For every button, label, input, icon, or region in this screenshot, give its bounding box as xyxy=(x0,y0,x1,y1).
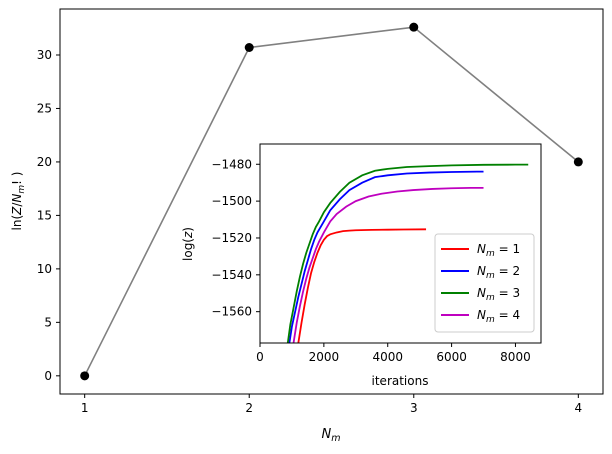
inset-series-line-3 xyxy=(286,163,529,343)
inset-y-tick-label: −1560 xyxy=(211,305,252,319)
main-y-tick-label: 15 xyxy=(37,208,52,222)
inset-series-line-2 xyxy=(288,170,484,343)
inset-x-tick-label: 2000 xyxy=(309,350,340,364)
main-chart: 1 2 3 4 0 5 10 15 20 25 30 Nm ln(Z/Nm! ) xyxy=(10,8,604,444)
inset-plot-frame xyxy=(259,143,542,344)
main-data-point xyxy=(573,157,583,167)
main-plot-frame xyxy=(59,8,604,395)
legend-label: Nm = 4 xyxy=(477,308,520,325)
inset-legend: Nm = 1 Nm = 2 Nm = 3 Nm = 4 xyxy=(434,233,535,333)
legend-label: Nm = 1 xyxy=(477,242,520,259)
main-y-axis-label: ln(Z/Nm! ) xyxy=(10,172,27,231)
main-data-point xyxy=(80,371,90,381)
main-x-tick-label: 3 xyxy=(410,401,418,415)
main-x-tick-label: 1 xyxy=(81,401,89,415)
main-x-axis-label: Nm xyxy=(322,427,341,444)
main-y-tick-label: 30 xyxy=(37,48,52,62)
inset-x-tick-label: 0 xyxy=(256,350,264,364)
inset-x-tick-label: 8000 xyxy=(500,350,531,364)
inset-y-tick-label: −1520 xyxy=(211,231,252,245)
inset-y-tick-label: −1480 xyxy=(211,157,252,171)
main-x-tick-label: 4 xyxy=(574,401,582,415)
main-y-tick-label: 10 xyxy=(37,262,52,276)
inset-y-tick-label: −1500 xyxy=(211,194,252,208)
legend-label: Nm = 2 xyxy=(477,264,520,281)
main-y-tick-label: 20 xyxy=(37,155,52,169)
legend-frame xyxy=(434,233,535,333)
main-data-point xyxy=(244,43,254,52)
inset-series-line-1 xyxy=(297,228,427,343)
main-x-tick-label: 2 xyxy=(245,401,253,415)
inset-y-axis-label: log(z) xyxy=(181,227,195,261)
main-series-line xyxy=(83,26,579,377)
inset-x-tick-label: 4000 xyxy=(372,350,403,364)
inset-series-line-4 xyxy=(292,186,484,343)
inset-x-axis-label: iterations xyxy=(372,374,429,388)
main-data-point xyxy=(409,22,419,32)
inset-y-tick-label: −1540 xyxy=(211,268,252,282)
inset-x-tick-label: 6000 xyxy=(436,350,467,364)
inset-chart: 0 2000 4000 6000 8000 −1560 −1540 −1520 −1500 −1… xyxy=(181,143,542,388)
main-y-tick-label: 0 xyxy=(44,369,52,383)
legend-label: Nm = 3 xyxy=(477,286,520,303)
main-y-tick-label: 25 xyxy=(37,101,52,115)
main-y-tick-label: 5 xyxy=(44,315,52,329)
